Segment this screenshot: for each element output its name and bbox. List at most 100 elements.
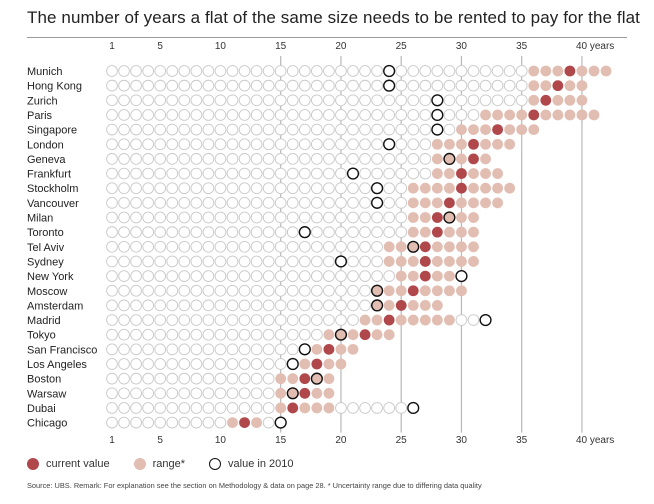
dot-empty-new-york-20 bbox=[335, 270, 347, 282]
dot-empty-singapore-11 bbox=[226, 123, 239, 136]
dot-empty-munich-30 bbox=[455, 65, 468, 77]
dot-empty-geneva-3 bbox=[130, 153, 142, 165]
dot-empty-zurich-35 bbox=[515, 94, 528, 107]
dot-empty-madrid-10 bbox=[214, 314, 227, 326]
dot-empty-los-angeles-7 bbox=[178, 358, 191, 370]
dot-empty-toronto-25 bbox=[395, 226, 408, 239]
dot-range-moscow-30 bbox=[456, 285, 467, 297]
dot-empty-stockholm-19 bbox=[323, 182, 335, 195]
dot-range-paris-34 bbox=[504, 109, 516, 121]
dot-empty-boston-14 bbox=[262, 372, 275, 385]
dot-empty-amsterdam-19 bbox=[323, 299, 335, 312]
dot-empty-frankfurt-26 bbox=[407, 167, 420, 180]
dot-empty-moscow-13 bbox=[250, 284, 263, 297]
dot-range-los-angeles-19 bbox=[323, 358, 335, 370]
dot-empty-paris-20 bbox=[335, 109, 347, 121]
dot-empty-stockholm-22 bbox=[359, 182, 371, 195]
dot-empty-stockholm-6 bbox=[166, 182, 179, 195]
dot-empty-new-york-10 bbox=[214, 270, 227, 282]
dot-empty-paris-15 bbox=[274, 109, 287, 121]
city-label-paris: Paris bbox=[27, 110, 53, 122]
dot-empty-munich-31 bbox=[467, 65, 480, 77]
dot-empty-paris-3 bbox=[130, 109, 142, 121]
dot-range-toronto-29 bbox=[444, 226, 455, 238]
dot-empty-amsterdam-14 bbox=[262, 299, 275, 312]
dot-empty-singapore-22 bbox=[359, 123, 371, 136]
city-label-chicago: Chicago bbox=[27, 418, 67, 430]
dot-empty-tokyo-3 bbox=[130, 328, 142, 341]
dot-empty-london-6 bbox=[166, 138, 179, 151]
dot-empty-sydney-6 bbox=[166, 255, 179, 268]
dot-empty-tel-aviv-3 bbox=[130, 240, 142, 253]
dot-empty-madrid-17 bbox=[298, 314, 311, 326]
dot-empty-singapore-9 bbox=[202, 123, 215, 136]
dot-current-paris-36 bbox=[528, 109, 540, 121]
dot-empty-toronto-13 bbox=[250, 226, 263, 239]
city-label-los-angeles: Los Angeles bbox=[27, 359, 87, 371]
dot-range-moscow-25 bbox=[395, 285, 407, 297]
dot-empty-munich-2 bbox=[118, 65, 130, 77]
dot-empty-sydney-12 bbox=[238, 255, 251, 268]
dot-current-geneva-31 bbox=[468, 153, 479, 165]
title-divider bbox=[27, 37, 627, 38]
dot-empty-new-york-9 bbox=[202, 270, 215, 282]
dot-empty-sydney-22 bbox=[359, 255, 371, 268]
dot-empty-tokyo-6 bbox=[166, 328, 179, 341]
dot-empty-tel-aviv-16 bbox=[286, 240, 299, 253]
dot-empty-munich-19 bbox=[323, 65, 335, 77]
dot-empty-milan-24 bbox=[383, 211, 396, 224]
marker-2010-tel-aviv bbox=[407, 240, 420, 253]
dot-range-madrid-22 bbox=[359, 314, 371, 326]
dot-empty-toronto-21 bbox=[347, 226, 359, 239]
dot-empty-chicago-9 bbox=[202, 416, 215, 429]
dot-empty-dubai-21 bbox=[347, 402, 359, 414]
dot-empty-vancouver-21 bbox=[347, 197, 359, 209]
dot-empty-milan-3 bbox=[130, 211, 142, 224]
dot-empty-boston-7 bbox=[178, 372, 191, 385]
dot-empty-milan-6 bbox=[166, 211, 179, 224]
dot-empty-moscow-10 bbox=[214, 284, 227, 297]
dot-empty-london-22 bbox=[359, 138, 371, 151]
dot-range-toronto-31 bbox=[468, 226, 479, 238]
dot-range-sydney-26 bbox=[407, 256, 419, 267]
dot-empty-new-york-12 bbox=[238, 270, 251, 282]
x-tick-bottom-10: 10 bbox=[215, 435, 227, 446]
dot-range-hong-kong-37 bbox=[540, 80, 552, 92]
dot-empty-san-francisco-13 bbox=[250, 343, 263, 356]
dot-empty-amsterdam-8 bbox=[190, 299, 203, 312]
dot-empty-amsterdam-1 bbox=[106, 299, 118, 312]
dot-empty-san-francisco-11 bbox=[226, 343, 239, 356]
dot-empty-singapore-3 bbox=[130, 123, 142, 136]
dot-current-boston-17 bbox=[299, 373, 311, 385]
dot-empty-dubai-22 bbox=[359, 402, 371, 414]
dot-empty-london-11 bbox=[226, 138, 239, 151]
dot-empty-san-francisco-16 bbox=[286, 343, 299, 356]
dot-empty-singapore-5 bbox=[154, 123, 167, 136]
dot-empty-paris-9 bbox=[202, 109, 215, 121]
dot-empty-hong-kong-16 bbox=[286, 79, 299, 92]
dot-empty-moscow-12 bbox=[238, 284, 251, 297]
dot-empty-amsterdam-21 bbox=[347, 299, 359, 312]
dot-empty-tel-aviv-21 bbox=[347, 240, 359, 253]
dot-empty-zurich-17 bbox=[298, 94, 311, 107]
dot-empty-munich-28 bbox=[431, 65, 444, 77]
dot-empty-frankfurt-6 bbox=[166, 167, 179, 180]
dot-range-amsterdam-28 bbox=[431, 300, 443, 311]
dot-range-sydney-28 bbox=[431, 256, 443, 267]
dot-empty-zurich-18 bbox=[311, 94, 323, 107]
dot-empty-toronto-7 bbox=[178, 226, 191, 239]
dot-empty-stockholm-12 bbox=[238, 182, 251, 195]
dot-empty-madrid-13 bbox=[250, 314, 263, 326]
dot-empty-tel-aviv-19 bbox=[323, 240, 335, 253]
dot-empty-paris-17 bbox=[298, 109, 311, 121]
x-tick-bottom-15: 15 bbox=[275, 435, 287, 446]
dot-range-frankfurt-31 bbox=[468, 168, 479, 179]
dot-empty-geneva-16 bbox=[286, 153, 299, 165]
dot-empty-moscow-5 bbox=[154, 284, 167, 297]
dot-empty-frankfurt-27 bbox=[419, 167, 432, 180]
dot-empty-munich-22 bbox=[359, 65, 371, 77]
dot-empty-san-francisco-1 bbox=[106, 343, 118, 356]
dot-empty-boston-9 bbox=[202, 372, 215, 385]
dot-empty-milan-5 bbox=[154, 211, 167, 224]
dot-empty-london-15 bbox=[274, 138, 287, 151]
